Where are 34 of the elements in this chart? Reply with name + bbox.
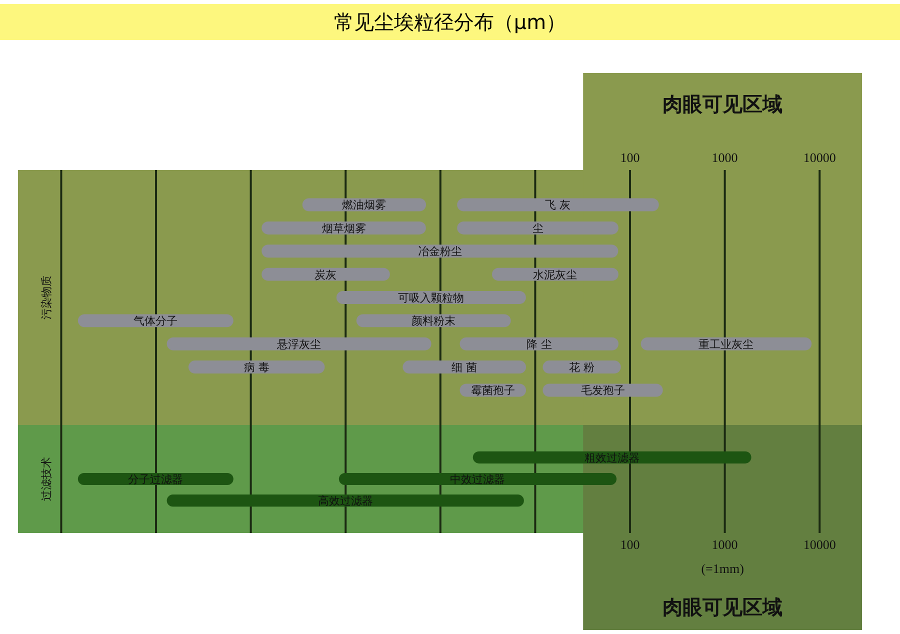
y-axis-title: 过滤技术	[40, 457, 53, 501]
series-label: 颜料粉末	[412, 314, 456, 328]
x-tick-label: 1000	[712, 537, 738, 552]
series-label: 中效过滤器	[450, 472, 506, 486]
series-label: 细 菌	[452, 361, 478, 374]
series-label: 可吸入颗粒物	[398, 291, 464, 304]
series-label: 尘	[532, 222, 544, 235]
series-label: 燃油烟雾	[342, 198, 386, 212]
series-label: 悬浮灰尘	[276, 338, 322, 351]
series-label: 炭灰	[314, 268, 337, 282]
chart-title: 常见尘埃粒径分布（μm）	[334, 10, 566, 34]
series-label: 冶金粉尘	[418, 245, 462, 258]
x-tick-label: 1000	[712, 150, 738, 165]
series-label: 病 毒	[244, 361, 270, 374]
x-tick-label: 100	[620, 150, 640, 165]
text: (=1mm)	[701, 561, 744, 576]
series-label: 高效过滤器	[318, 494, 373, 508]
series-label: 霉菌孢子	[470, 384, 515, 398]
series-label: 降 尘	[526, 338, 552, 351]
series-label: 花 粉	[569, 361, 595, 374]
band-label: 肉眼可见区域	[662, 92, 783, 116]
series-label: 分子过滤器	[128, 472, 184, 486]
x-tick-label: 10000	[803, 537, 836, 552]
series-label: 气体分子	[134, 314, 178, 328]
series-label: 毛发孢子	[580, 384, 625, 398]
x-tick-label: 10000	[803, 150, 836, 165]
series-label: 粗效过滤器	[584, 451, 640, 464]
series-label: 重工业灰尘	[698, 338, 754, 351]
x-tick-label: 100	[620, 537, 640, 552]
y-axis-title: 污染物质	[40, 276, 53, 320]
band-label: 肉眼可见区域	[662, 595, 783, 619]
series-label: 飞 灰	[545, 198, 571, 212]
series-label: 烟草烟雾	[322, 222, 366, 235]
series-label: 水泥灰尘	[533, 268, 578, 282]
